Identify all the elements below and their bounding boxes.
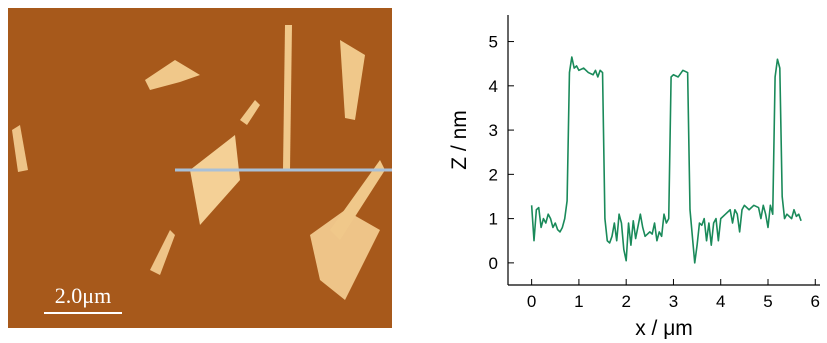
flake — [330, 160, 385, 240]
y-tick-label: 2 — [489, 165, 498, 184]
y-tick-label: 5 — [489, 33, 498, 52]
scale-bar-label: 2.0μm — [55, 283, 111, 308]
x-tick-label: 1 — [574, 292, 583, 311]
flake — [145, 60, 200, 90]
x-tick-label: 2 — [621, 292, 630, 311]
y-tick-label: 3 — [489, 121, 498, 140]
flake — [340, 40, 365, 120]
flake — [190, 135, 240, 225]
y-axis-title: Z / nm — [448, 110, 471, 170]
x-tick-label: 3 — [669, 292, 678, 311]
x-tick-label: 4 — [716, 292, 725, 311]
y-tick-label: 0 — [489, 254, 498, 273]
profile-chart: 0 1 2 3 4 5 0 1 2 3 4 5 6 x / μm Z / nm — [448, 15, 820, 340]
x-tick-label: 0 — [527, 292, 536, 311]
y-tick-label: 1 — [489, 210, 498, 229]
flake — [283, 25, 292, 170]
flake — [240, 100, 260, 125]
x-tick-label: 6 — [811, 292, 820, 311]
profile-line — [530, 56, 802, 264]
flake — [12, 125, 28, 172]
y-tick-label: 4 — [489, 77, 498, 96]
x-tick-label: 5 — [763, 292, 772, 311]
flake — [150, 230, 175, 275]
x-axis-title: x / μm — [635, 317, 693, 340]
flake — [310, 210, 380, 300]
afm-image: 2.0μm — [8, 8, 392, 328]
